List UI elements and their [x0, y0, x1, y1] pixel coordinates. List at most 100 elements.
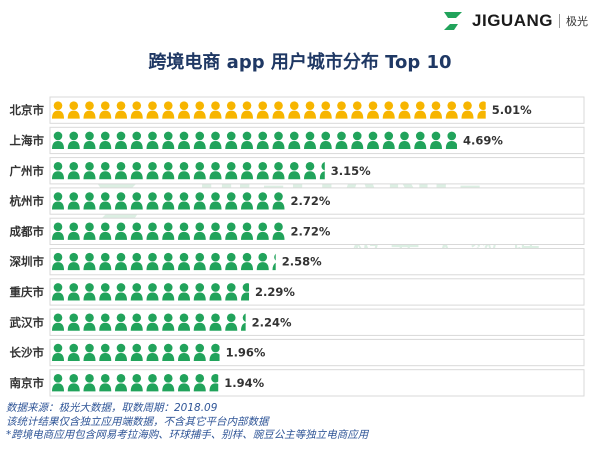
person-icon — [241, 283, 249, 301]
person-icon — [115, 161, 127, 180]
person-icon — [52, 374, 64, 392]
person-icon — [367, 131, 379, 149]
value-label: 2.58% — [282, 255, 322, 269]
person-icon — [241, 313, 246, 331]
person-icon — [52, 131, 64, 149]
person-icon — [272, 253, 276, 271]
category-label: 长沙市 — [10, 346, 45, 360]
category-label: 上海市 — [10, 133, 45, 147]
person-icon — [209, 343, 220, 362]
value-label: 2.72% — [291, 194, 331, 208]
person-icon — [256, 252, 269, 271]
person-icon — [67, 252, 80, 271]
row-frame — [49, 217, 585, 245]
row-frame — [49, 96, 585, 124]
footer-apps: *跨境电商应用包含网易考拉海购、环球捕手、别样、豌豆公主等独立电商应用 — [6, 429, 369, 441]
person-icon — [382, 101, 395, 119]
brand-name: JIGUANG — [472, 11, 553, 30]
person-icon — [146, 313, 159, 331]
person-icon — [351, 101, 364, 119]
person-icon — [209, 374, 219, 392]
person-icon — [162, 343, 175, 362]
person-icon — [272, 101, 285, 119]
person-icon — [209, 131, 222, 149]
chart-row: 上海市 4.69% — [10, 126, 585, 155]
person-icon — [146, 283, 159, 301]
person-icon — [209, 283, 222, 301]
value-label: 1.94% — [224, 376, 264, 390]
person-icon — [225, 192, 238, 210]
person-icon — [209, 313, 222, 331]
category-label: 成都市 — [10, 224, 45, 238]
person-icon — [272, 192, 285, 210]
person-icon — [178, 131, 190, 149]
person-icon — [99, 252, 112, 271]
person-icon — [304, 131, 316, 149]
person-icon — [241, 222, 253, 240]
chart-row: 杭州市 2.72% — [10, 187, 585, 215]
person-icon — [52, 343, 64, 362]
person-icon — [162, 161, 175, 180]
person-icon — [115, 343, 127, 362]
person-icon — [130, 161, 143, 180]
category-label: 杭州市 — [10, 194, 45, 208]
brand-name-cn: 极光 — [566, 15, 588, 28]
person-icon — [445, 131, 457, 149]
person-icon — [319, 101, 332, 119]
person-icon — [83, 101, 96, 119]
person-icon — [241, 101, 253, 119]
person-icon — [445, 101, 458, 119]
person-icon — [130, 283, 143, 301]
person-icon — [225, 252, 238, 271]
person-icon — [99, 374, 112, 392]
person-icon — [178, 252, 190, 271]
person-icon — [225, 131, 238, 149]
brand-divider — [559, 14, 560, 28]
brand-logo: JIGUANG 极光 — [440, 6, 588, 36]
person-icon — [225, 161, 238, 180]
person-icon — [146, 374, 159, 392]
person-icon — [256, 192, 269, 210]
chart-row: 南京市 1.94% — [10, 369, 585, 397]
footer-scope: 该统计结果仅含独立应用端数据，不含其它平台内部数据 — [6, 415, 269, 428]
person-icon — [335, 101, 348, 119]
person-icon — [367, 101, 379, 119]
person-icon — [162, 313, 175, 331]
person-icon — [83, 192, 96, 210]
person-icon — [304, 101, 316, 119]
person-icon — [193, 283, 206, 301]
person-icon — [83, 283, 96, 301]
chart-title: 跨境电商 app 用户城市分布 Top 10 — [148, 52, 452, 73]
person-icon — [178, 222, 190, 240]
person-icon — [178, 374, 190, 392]
person-icon — [241, 192, 253, 210]
person-icon — [288, 101, 301, 119]
person-icon — [162, 222, 175, 240]
person-icon — [146, 101, 159, 119]
jiguang-logo-icon — [444, 12, 463, 30]
category-label: 北京市 — [10, 103, 45, 117]
row-frame — [49, 369, 585, 397]
category-label: 武汉市 — [10, 315, 45, 329]
value-label: 2.24% — [252, 315, 292, 329]
person-icon — [288, 131, 301, 149]
row-frame — [49, 157, 585, 185]
person-icon — [225, 222, 238, 240]
chart-row: 广州市 3.15% — [10, 157, 585, 185]
person-icon — [382, 131, 395, 149]
person-icon — [162, 192, 175, 210]
person-icon — [115, 131, 127, 149]
person-icon — [272, 131, 285, 149]
person-icon — [398, 131, 411, 149]
person-icon — [178, 313, 190, 331]
person-icon — [99, 283, 112, 301]
person-icon — [52, 252, 64, 271]
person-icon — [83, 222, 96, 240]
person-icon — [256, 161, 269, 180]
person-icon — [193, 131, 206, 149]
category-label: 重庆市 — [10, 285, 45, 299]
value-label: 5.01% — [492, 103, 532, 117]
row-frame — [49, 187, 585, 215]
person-icon — [67, 222, 80, 240]
person-icon — [193, 343, 206, 362]
